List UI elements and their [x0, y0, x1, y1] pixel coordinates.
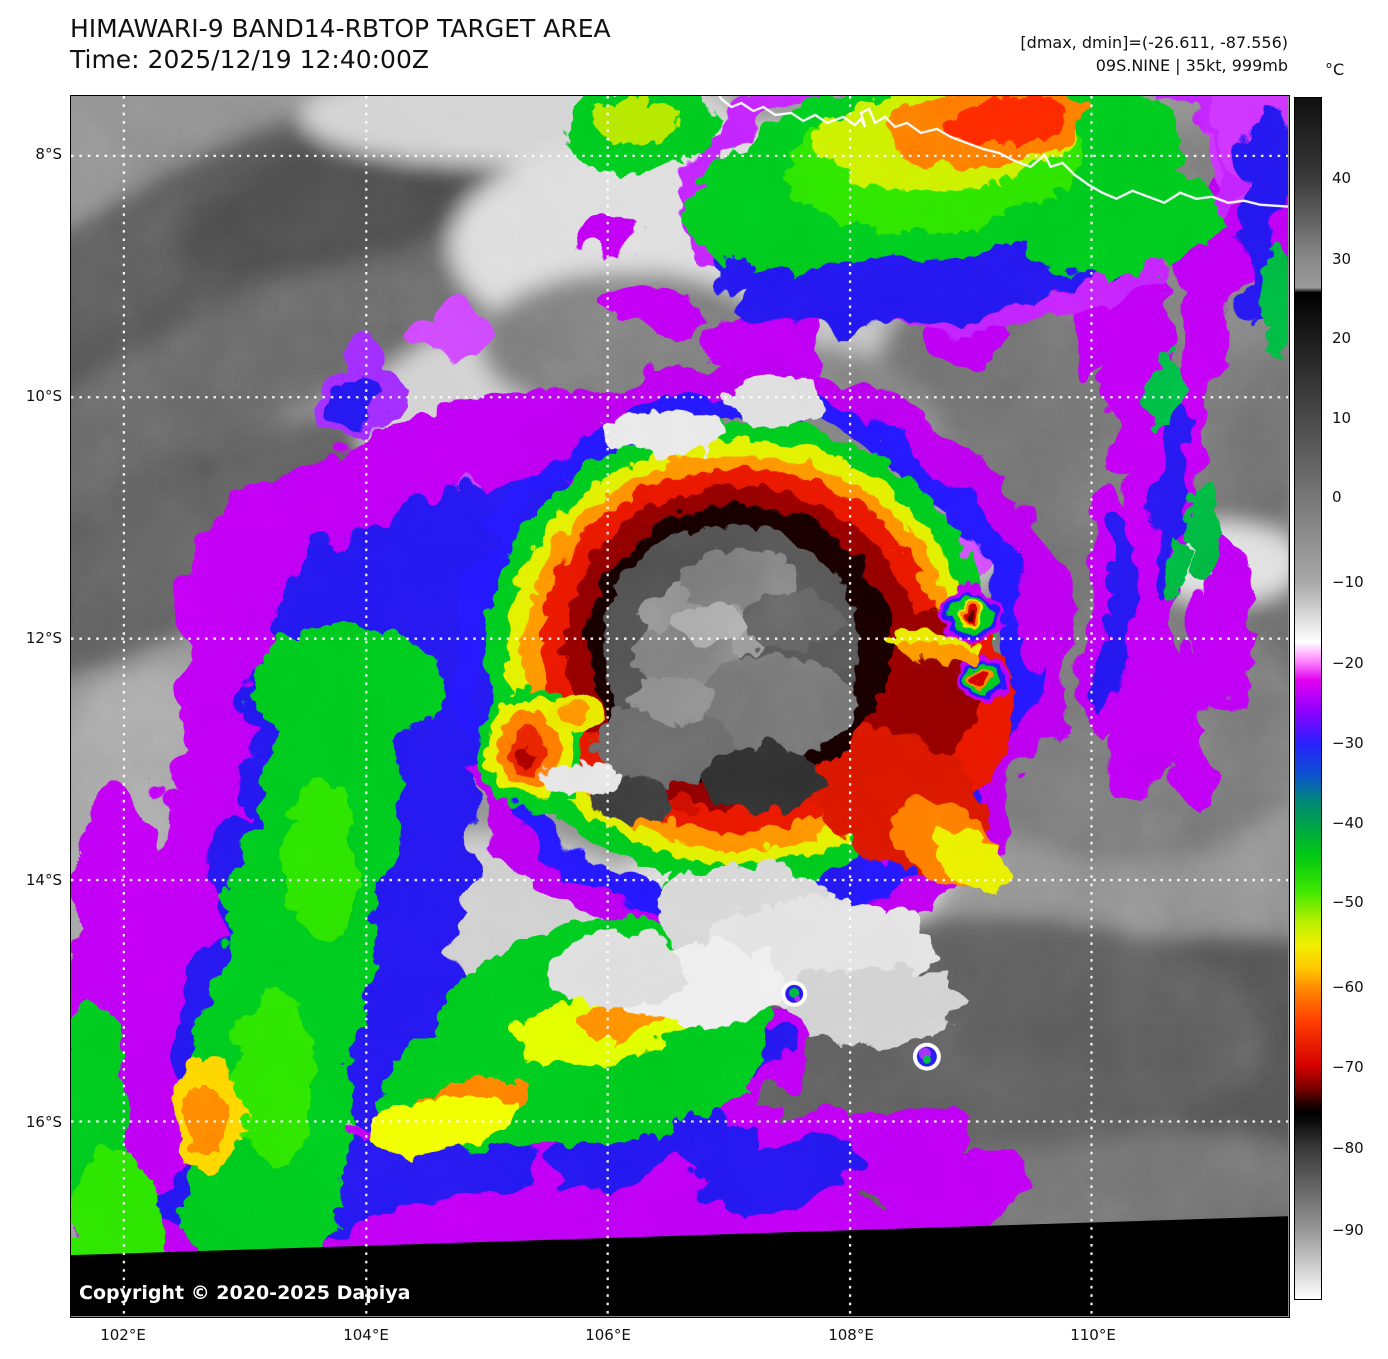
lon-label-102e: 102°E — [100, 1326, 146, 1344]
coastline — [718, 96, 1288, 208]
satellite-map: Copyright © 2020-2025 Dapiya — [70, 95, 1290, 1318]
product-timestamp: Time: 2025/12/19 12:40:00Z — [70, 45, 429, 74]
colorbar-tick-10: 10 — [1332, 409, 1352, 427]
colorbar-tick-m70: −70 — [1332, 1058, 1364, 1076]
colorbar-unit-label: °C — [1325, 60, 1345, 79]
lon-label-106e: 106°E — [585, 1326, 631, 1344]
range-info: [dmax, dmin]=(-26.611, -87.556) — [1020, 33, 1288, 52]
colorbar-tick-m60: −60 — [1332, 978, 1364, 996]
temperature-colorbar — [1294, 97, 1322, 1300]
cloud-grain-texture-fine — [71, 96, 1288, 1316]
colorbar-tick-m30: −30 — [1332, 734, 1364, 752]
lat-label-8s: 8°S — [35, 145, 62, 163]
colorbar-tick-m90: −90 — [1332, 1221, 1364, 1239]
product-title: HIMAWARI-9 BAND14-RBTOP TARGET AREA — [70, 14, 611, 43]
no-data-wedge — [71, 1216, 1288, 1316]
colorbar-tick-40: 40 — [1332, 169, 1352, 187]
colorbar-tick-20: 20 — [1332, 329, 1352, 347]
lat-label-14s: 14°S — [25, 871, 62, 889]
copyright-notice: Copyright © 2020-2025 Dapiya — [79, 1282, 411, 1304]
satellite-imagery — [71, 96, 1288, 1316]
lat-label-12s: 12°S — [25, 629, 62, 647]
colorbar-tick-m40: −40 — [1332, 814, 1364, 832]
lon-label-108e: 108°E — [828, 1326, 874, 1344]
lat-label-16s: 16°S — [25, 1113, 62, 1131]
colorbar-tick-m80: −80 — [1332, 1139, 1364, 1157]
colorbar-tick-0: 0 — [1332, 488, 1342, 506]
graticule-grid — [71, 96, 1288, 1316]
storm-info: 09S.NINE | 35kt, 999mb — [1095, 56, 1288, 75]
lat-label-10s: 10°S — [25, 387, 62, 405]
colorbar-tick-m50: −50 — [1332, 893, 1364, 911]
colorbar-tick-30: 30 — [1332, 250, 1352, 268]
lon-label-110e: 110°E — [1070, 1326, 1116, 1344]
colorbar-tick-m20: −20 — [1332, 654, 1364, 672]
colorbar-tick-m10: −10 — [1332, 573, 1364, 591]
lon-label-104e: 104°E — [343, 1326, 389, 1344]
